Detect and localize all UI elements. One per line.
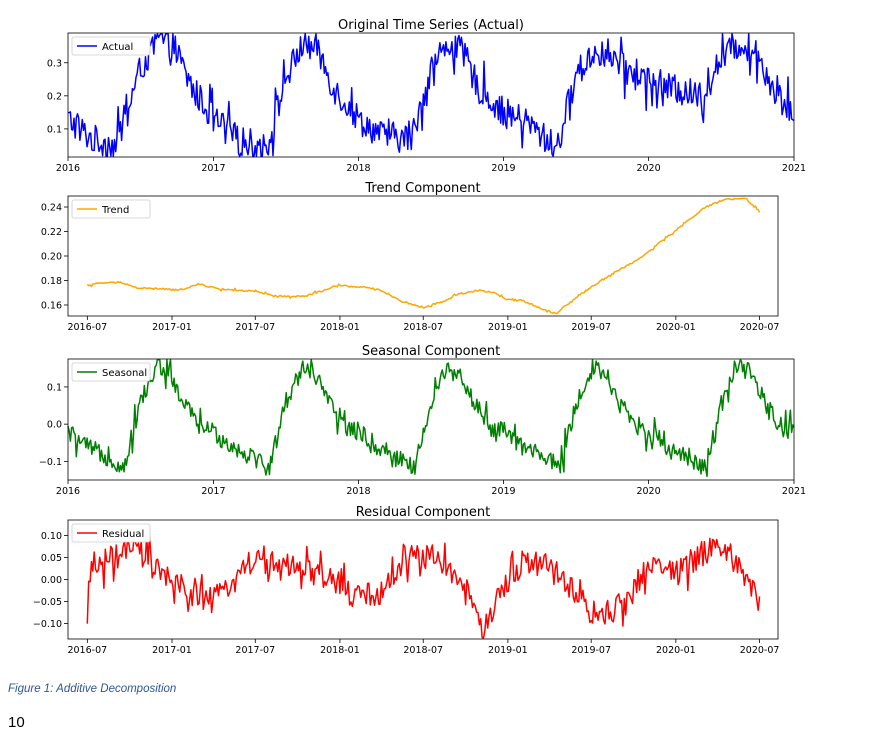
residual-panel: Residual Component Residual 2016-07 2017-01… <box>33 505 780 656</box>
actual-panel: Original Time Series (Actual) Actual 2016 2… <box>47 18 806 174</box>
series-line-trend <box>86 197 761 315</box>
y-tick-label: 0.0 <box>47 420 62 431</box>
panel-title: Trend Component <box>364 181 480 196</box>
legend-box <box>71 523 151 543</box>
legend-label: Trend <box>101 205 129 216</box>
x-tick-label: 2020-07 <box>740 645 780 656</box>
x-tick-label: 2020 <box>636 486 660 497</box>
x-tick-label: 2021 <box>782 486 806 497</box>
plot-frame <box>67 358 795 481</box>
plot-frame <box>67 32 795 158</box>
panel-title: Seasonal Component <box>362 344 500 359</box>
y-tick-label: −0.10 <box>33 619 62 630</box>
legend: Trend <box>71 199 151 219</box>
seasonal-panel: Seasonal Component Seasonal 2016 2017 2018 20… <box>39 344 806 497</box>
legend: Seasonal <box>71 362 151 382</box>
x-tick-label: 2019-01 <box>488 322 528 333</box>
legend: Residual <box>71 523 151 543</box>
series-line-residual <box>86 532 761 639</box>
x-tick-label: 2021 <box>782 163 806 174</box>
x-tick-label: 2019-07 <box>571 322 611 333</box>
x-tick-label: 2019-07 <box>571 645 611 656</box>
y-tick-label: 0.1 <box>47 124 62 135</box>
legend-label: Seasonal <box>102 368 147 379</box>
decomposition-figure: Original Time Series (Actual) Actual 2016 2… <box>33 18 806 656</box>
x-tick-label: 2018 <box>346 163 370 174</box>
y-tick-label: 0.2 <box>47 91 62 102</box>
x-tick-label: 2017 <box>201 163 225 174</box>
page-number: 10 <box>8 714 25 731</box>
x-tick-label: 2018-01 <box>320 322 360 333</box>
x-tick-label: 2017-01 <box>152 645 192 656</box>
y-tick-label: 0.22 <box>41 227 62 238</box>
series-line-actual <box>67 32 795 158</box>
x-tick-label: 2018-07 <box>403 322 443 333</box>
legend-box <box>71 36 151 56</box>
y-tick-label: 0.24 <box>41 203 62 214</box>
plot-frame <box>67 195 779 317</box>
panel-title: Original Time Series (Actual) <box>338 18 524 33</box>
series-line-seasonal <box>67 358 795 478</box>
y-tick-label: 0.05 <box>41 553 62 564</box>
x-tick-label: 2016 <box>56 163 80 174</box>
x-tick-label: 2020-01 <box>656 322 696 333</box>
x-tick-label: 2018 <box>346 486 370 497</box>
panel-title: Residual Component <box>356 505 491 520</box>
y-tick-label: 0.16 <box>41 300 62 311</box>
y-tick-label: 0.00 <box>41 575 62 586</box>
figure-caption: Figure 1: Additive Decomposition <box>8 683 177 695</box>
x-tick-label: 2019 <box>491 163 515 174</box>
x-tick-label: 2016-07 <box>67 645 107 656</box>
legend-box <box>71 362 151 382</box>
x-tick-label: 2019-01 <box>488 645 528 656</box>
legend-box <box>71 199 151 219</box>
y-tick-label: −0.05 <box>33 597 62 608</box>
x-tick-label: 2017-01 <box>152 322 192 333</box>
x-tick-label: 2017-07 <box>235 645 275 656</box>
x-tick-label: 2016 <box>56 486 80 497</box>
x-tick-label: 2016-07 <box>67 322 107 333</box>
trend-panel: Trend Component Trend 2016-07 2017-01 2017-0… <box>41 181 780 333</box>
x-tick-label: 2017-07 <box>235 322 275 333</box>
y-tick-label: 0.10 <box>41 531 62 542</box>
y-tick-label: 0.1 <box>47 382 62 393</box>
x-tick-label: 2020 <box>636 163 660 174</box>
x-tick-label: 2018-01 <box>320 645 360 656</box>
y-tick-label: −0.1 <box>39 457 62 468</box>
x-tick-label: 2019 <box>491 486 515 497</box>
legend: Actual <box>71 36 151 56</box>
x-tick-label: 2017 <box>201 486 225 497</box>
x-tick-label: 2018-07 <box>403 645 443 656</box>
x-tick-label: 2020-01 <box>656 645 696 656</box>
legend-label: Actual <box>102 42 133 53</box>
legend-label: Residual <box>102 529 144 540</box>
x-tick-label: 2020-07 <box>740 322 780 333</box>
y-tick-label: 0.20 <box>41 252 62 263</box>
y-tick-label: 0.18 <box>41 276 62 287</box>
y-tick-label: 0.3 <box>47 58 62 69</box>
